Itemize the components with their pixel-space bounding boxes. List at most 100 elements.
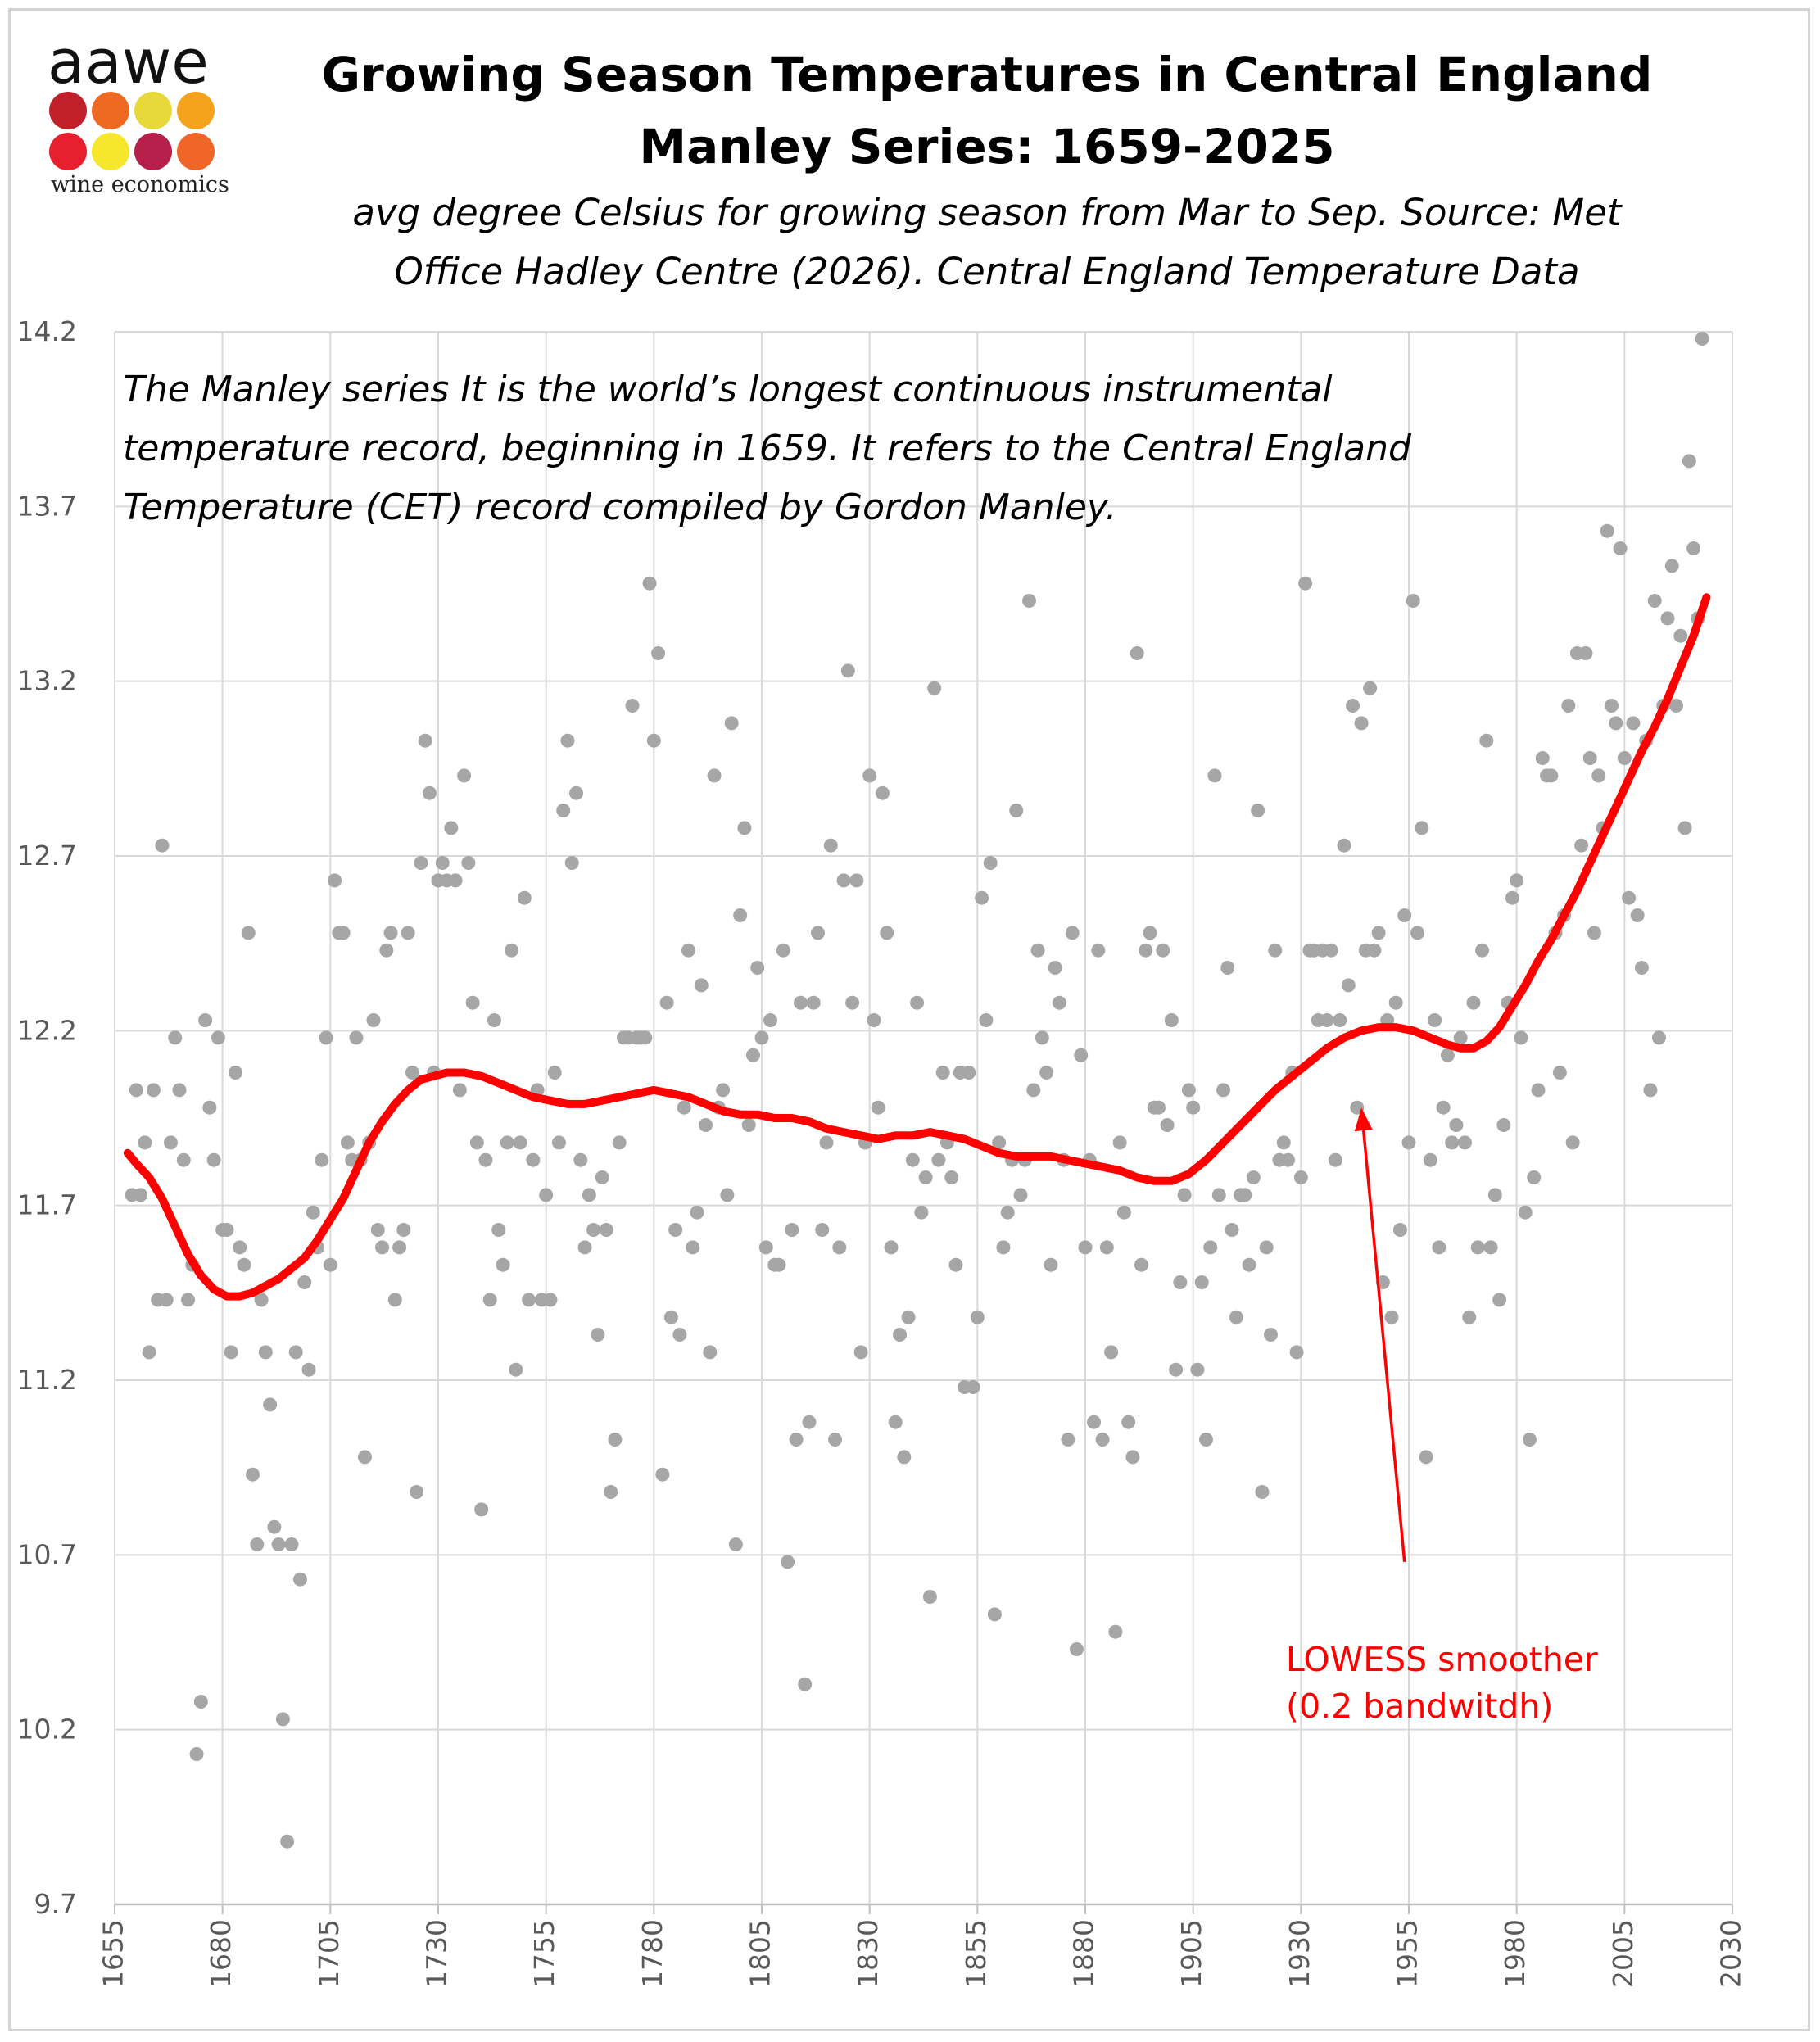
- data-point: [1251, 804, 1265, 818]
- data-point: [539, 1188, 554, 1202]
- data-point: [1074, 1048, 1089, 1062]
- data-point: [509, 1362, 523, 1377]
- data-point: [582, 1188, 596, 1202]
- data-point: [414, 856, 428, 871]
- data-point: [263, 1397, 278, 1412]
- data-point: [1664, 559, 1679, 573]
- data-point: [159, 1293, 174, 1307]
- data-point: [168, 1030, 183, 1045]
- logo-dot: [134, 133, 172, 170]
- x-tick-label: 1955: [1392, 1919, 1424, 1988]
- data-point: [465, 995, 480, 1010]
- data-point: [1428, 1013, 1442, 1028]
- data-point: [733, 908, 748, 923]
- data-point: [823, 838, 838, 853]
- data-point: [1039, 1066, 1054, 1080]
- data-point: [405, 1066, 419, 1080]
- x-tick-label: 1730: [421, 1919, 453, 1988]
- data-point: [448, 873, 463, 888]
- data-point: [1388, 995, 1403, 1010]
- data-point: [155, 838, 170, 853]
- data-point: [1346, 699, 1360, 713]
- data-point: [224, 1345, 238, 1360]
- data-point: [789, 1433, 804, 1447]
- data-point: [1130, 646, 1144, 661]
- annotation-arrow: [1354, 1107, 1406, 1563]
- data-point: [375, 1240, 390, 1255]
- data-point: [754, 1030, 769, 1045]
- data-point: [1298, 576, 1313, 591]
- data-point: [491, 1223, 506, 1238]
- data-point: [1091, 943, 1106, 958]
- data-point: [284, 1537, 299, 1552]
- data-point: [306, 1205, 320, 1220]
- data-point: [1242, 1257, 1256, 1272]
- data-point: [608, 1433, 623, 1447]
- data-point: [487, 1013, 501, 1028]
- data-point: [1634, 961, 1649, 976]
- logo-dot: [177, 133, 215, 170]
- data-point: [1108, 1624, 1123, 1639]
- data-point: [1169, 1362, 1184, 1377]
- data-point: [401, 926, 415, 940]
- data-point: [1552, 1066, 1567, 1080]
- data-point: [893, 1328, 908, 1342]
- aawe-logo: aawe wine economics: [41, 29, 229, 205]
- data-point: [853, 1345, 868, 1360]
- data-point: [1384, 1310, 1399, 1324]
- data-point: [914, 1205, 929, 1220]
- note-line2: temperature record, beginning in 1659. I…: [123, 428, 1411, 469]
- data-point: [1134, 1257, 1148, 1272]
- data-point: [370, 1223, 385, 1238]
- data-point: [422, 786, 437, 800]
- data-point: [1440, 1048, 1455, 1062]
- data-point: [737, 821, 752, 835]
- logo-dot: [92, 133, 129, 170]
- data-point: [366, 1013, 381, 1028]
- data-point: [1535, 751, 1550, 766]
- data-point: [1143, 926, 1157, 940]
- data-point: [1453, 1030, 1468, 1045]
- data-point: [871, 1100, 885, 1115]
- data-point: [724, 716, 739, 731]
- data-point: [1099, 1240, 1114, 1255]
- data-point: [781, 1555, 795, 1569]
- data-point: [931, 1152, 946, 1167]
- data-point: [1000, 1205, 1015, 1220]
- data-point: [505, 943, 519, 958]
- data-point: [241, 926, 256, 940]
- data-point: [1207, 768, 1222, 783]
- y-tick-label: 10.7: [17, 1538, 77, 1570]
- data-point: [1449, 1118, 1464, 1133]
- data-point: [551, 1135, 566, 1150]
- data-point: [897, 1450, 912, 1465]
- data-point: [1354, 716, 1369, 731]
- chart-frame: [8, 8, 1810, 2031]
- data-point: [1333, 1013, 1347, 1028]
- data-point: [146, 1083, 161, 1098]
- logo-dot: [92, 92, 129, 129]
- data-point: [905, 1152, 920, 1167]
- data-point: [1531, 1083, 1546, 1098]
- data-point: [1048, 961, 1062, 976]
- data-point: [1281, 1152, 1296, 1167]
- data-point: [1647, 594, 1662, 609]
- data-point: [1527, 1170, 1542, 1185]
- data-point: [927, 681, 942, 695]
- data-point: [1139, 943, 1153, 958]
- data-point: [845, 995, 860, 1010]
- data-point: [142, 1345, 156, 1360]
- data-point: [1660, 611, 1675, 626]
- x-tick-label: 1930: [1284, 1919, 1315, 1988]
- logo-tagline: wine economics: [51, 172, 229, 197]
- data-point: [1479, 733, 1494, 748]
- data-point: [1496, 1118, 1511, 1133]
- data-point: [301, 1362, 316, 1377]
- data-point: [315, 1152, 329, 1167]
- data-point: [319, 1030, 333, 1045]
- data-point: [1065, 926, 1080, 940]
- data-point: [1246, 1170, 1261, 1185]
- data-point: [1211, 1188, 1226, 1202]
- data-point: [577, 1240, 592, 1255]
- data-point: [728, 1537, 743, 1552]
